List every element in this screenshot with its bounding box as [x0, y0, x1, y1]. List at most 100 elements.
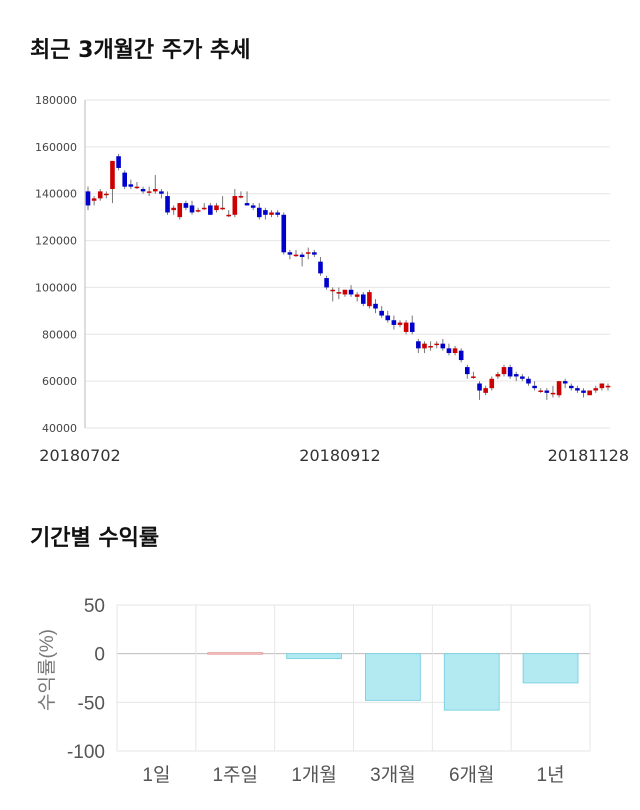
candle-up [342, 289, 348, 295]
candle-down [562, 381, 568, 384]
candle-up [587, 390, 592, 396]
candle-up [177, 203, 183, 218]
returns-bar [207, 652, 264, 655]
returns-gridlines [116, 604, 591, 752]
candle-down [85, 191, 91, 206]
candle-up [336, 292, 342, 294]
candle-down [416, 341, 421, 349]
candle-up [305, 252, 311, 254]
returns-y-tick-label: 0 [94, 645, 105, 666]
candle-down [581, 390, 586, 393]
candle-x-label: 20180912 [299, 446, 380, 465]
candle-up [556, 381, 562, 396]
candle-down [140, 189, 146, 192]
candle-y-tick-label: 80000 [42, 328, 77, 341]
candle-up [226, 214, 232, 217]
returns-y-tick-label: -50 [78, 693, 105, 714]
candle-y-tick-label: 180000 [35, 94, 77, 107]
candle-up [550, 392, 556, 395]
candle-down [575, 388, 580, 391]
candle-down [464, 367, 470, 375]
candle-down [263, 210, 268, 215]
candle-down [391, 320, 397, 325]
candle-y-tick-label: 140000 [35, 188, 77, 201]
candle-up [495, 374, 501, 377]
candle-up [238, 196, 244, 198]
candle-down [477, 383, 482, 391]
candle-down [165, 196, 170, 213]
returns-y-axis-label: 수익률(%) [36, 629, 58, 711]
candle-up [434, 343, 440, 346]
returns-bar [522, 653, 579, 684]
candle-up [110, 160, 115, 190]
returns-x-label: 1년 [537, 764, 565, 786]
returns-x-label: 6개월 [449, 764, 495, 786]
candle-y-tick-label: 60000 [42, 375, 77, 388]
returns-y-ticks: 50 0 -50 -100 [67, 596, 105, 763]
candle-down [446, 348, 452, 354]
candle-down [507, 367, 513, 377]
returns-bar [286, 653, 342, 660]
candle-up [367, 292, 372, 307]
candle-x-label: 20181128 [548, 446, 629, 465]
candle-x-label: 20180702 [39, 446, 120, 465]
candle-up [104, 193, 109, 196]
candle-up [428, 346, 433, 348]
candle-down [244, 203, 250, 206]
returns-x-label: 1일 [142, 764, 170, 786]
candle-up [152, 189, 158, 192]
candle-down [458, 350, 464, 361]
candle-up [452, 348, 458, 354]
candle-down [256, 207, 262, 218]
returns-x-label: 1개월 [291, 764, 337, 786]
candle-down [532, 385, 537, 389]
candle-up [201, 207, 207, 210]
returns-title: 기간별 수익률 [30, 526, 160, 551]
returns-x-label: 1주일 [212, 764, 258, 786]
candle-down [299, 254, 305, 257]
candle-up [354, 294, 360, 297]
candle-up [171, 207, 176, 211]
candle-up [97, 191, 103, 199]
candle-down [281, 214, 287, 253]
candle-up [232, 196, 238, 215]
candle-down [122, 172, 128, 187]
returns-x-label: 3개월 [370, 764, 416, 786]
candle-up [293, 254, 299, 257]
candle-up [220, 207, 225, 210]
returns-bar-chart: 50 0 -50 -100 1일 1주일 1개월 3개월 6개월 1년 수익률(%) [36, 596, 591, 786]
candle-y-tick-label: 100000 [35, 281, 77, 294]
candle-up [403, 322, 409, 332]
candle-y-tick-label: 120000 [35, 235, 77, 248]
candle-down [360, 294, 366, 304]
candle-down [513, 374, 519, 377]
candle-down [379, 310, 384, 316]
returns-y-tick-label: -100 [67, 742, 105, 763]
candle-down [116, 156, 121, 168]
candle-up [489, 378, 495, 389]
candle-down [250, 205, 256, 208]
candle-down [520, 376, 525, 379]
returns-bars [207, 652, 579, 711]
returns-bar [443, 653, 500, 711]
candle-x-labels: 20180702 20180912 20181128 [39, 446, 629, 465]
candle-down [159, 191, 164, 194]
candle-up [91, 198, 97, 201]
candle-up [422, 343, 427, 349]
candle-gridlines [84, 99, 610, 429]
candle-up [471, 376, 476, 378]
returns-bar [365, 653, 421, 701]
candle-down [544, 390, 550, 393]
candle-up [146, 191, 152, 193]
candle-down [275, 212, 280, 215]
candle-series [85, 153, 611, 400]
candle-up [483, 388, 488, 393]
candle-down [208, 205, 213, 215]
candle-down [189, 205, 195, 213]
candle-up [397, 322, 403, 325]
candle-down [526, 378, 531, 384]
candle-down [324, 278, 329, 288]
candle-up [538, 390, 544, 393]
candle-up [501, 367, 507, 375]
